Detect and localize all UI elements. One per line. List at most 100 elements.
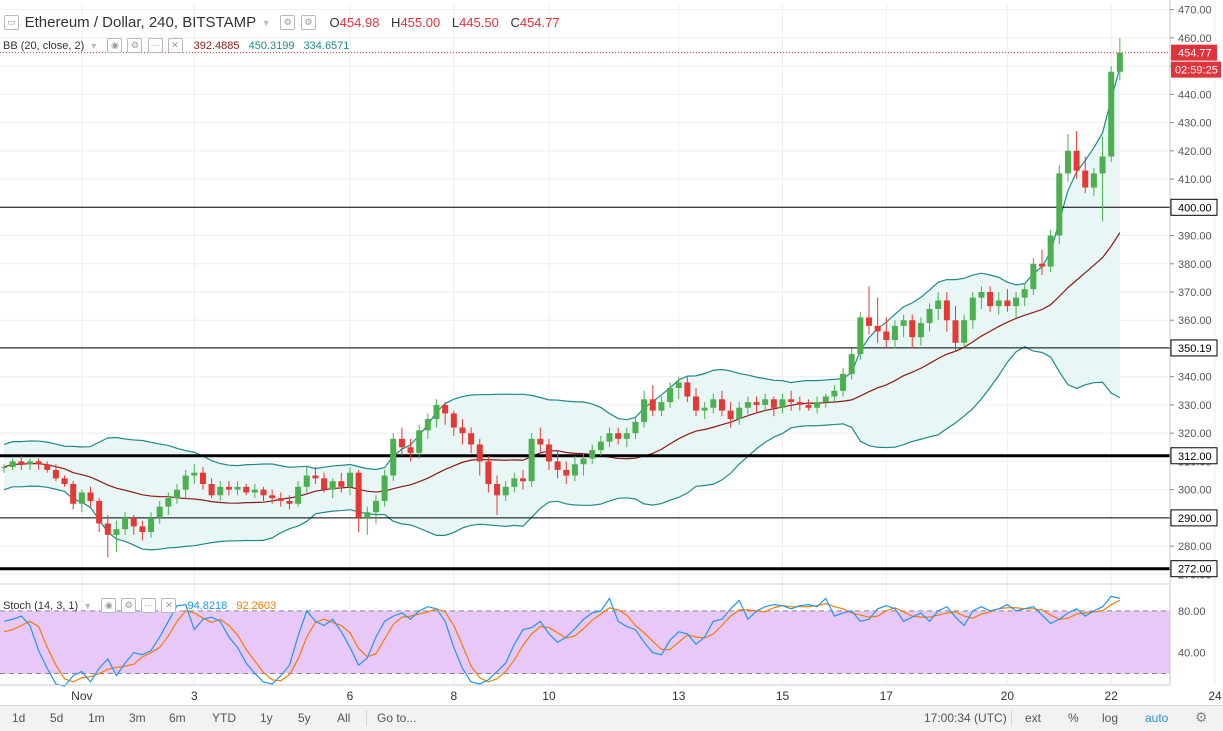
range-5d[interactable]: 5d — [50, 711, 64, 725]
chart-canvas[interactable]: Nov36810131517202224470.00460.00450.0044… — [0, 0, 1223, 705]
level-label-box — [1170, 339, 1218, 357]
candle-body — [1108, 71, 1115, 157]
candle-body — [909, 320, 916, 338]
candle-body — [70, 484, 77, 504]
price-axis-label: 410.00 — [1178, 174, 1212, 186]
candle-body — [1090, 173, 1097, 188]
auto-toggle[interactable]: auto — [1145, 711, 1169, 725]
eye-icon[interactable]: ◉ — [107, 38, 123, 53]
time-axis-label: 22 — [1105, 689, 1119, 703]
percent-toggle[interactable]: % — [1068, 711, 1079, 725]
chevron-down-icon[interactable]: ▼ — [261, 17, 271, 28]
chevron-down-icon[interactable]: ▼ — [83, 600, 93, 611]
range-3m[interactable]: 3m — [129, 711, 146, 725]
range-1y[interactable]: 1y — [260, 711, 273, 725]
candle-body — [35, 461, 42, 465]
candle-body — [191, 472, 198, 476]
low-value: 445.50 — [459, 15, 499, 31]
more-icon[interactable]: ⋯ — [147, 38, 163, 53]
candle-body — [917, 323, 924, 338]
log-toggle[interactable]: log — [1102, 711, 1119, 725]
candle-body — [1039, 263, 1045, 267]
candle-body — [571, 464, 578, 476]
candle-body — [857, 317, 864, 355]
candle-body — [987, 292, 994, 307]
candle-body — [1004, 300, 1011, 307]
eye-icon[interactable]: ◉ — [101, 598, 117, 613]
range-5y[interactable]: 5y — [298, 711, 311, 725]
chevron-down-icon[interactable]: ▼ — [89, 40, 99, 51]
candle-body — [312, 475, 319, 479]
candle-body — [122, 517, 129, 530]
ext-toggle[interactable]: ext — [1025, 711, 1042, 725]
candle-body — [589, 450, 596, 459]
utc-clock[interactable]: 17:00:34 (UTC) — [924, 711, 1007, 725]
close-icon[interactable]: ✕ — [161, 598, 177, 613]
price-axis-label: 320.00 — [1178, 428, 1212, 440]
candle-body — [606, 433, 613, 442]
candle-body — [286, 500, 293, 504]
candles — [1, 37, 1123, 558]
stoch-d-value: 92.2603 — [236, 599, 277, 612]
level-label: 400.00 — [1178, 202, 1212, 214]
price-axis-label: 280.00 — [1178, 541, 1212, 553]
candle-body — [485, 461, 492, 484]
candle-body — [424, 419, 431, 431]
candle-body — [269, 495, 276, 499]
gear-icon[interactable]: ⚙ — [1195, 709, 1208, 725]
candle-body — [303, 475, 310, 487]
candle-body — [52, 469, 59, 479]
stoch-label[interactable]: Stoch (14, 3, 1) — [3, 599, 79, 612]
candle-body — [684, 382, 691, 397]
range-all[interactable]: All — [337, 711, 351, 725]
candle-body — [1021, 289, 1028, 298]
candle-body — [364, 512, 371, 518]
candle-body — [788, 399, 795, 403]
candle-body — [1047, 235, 1054, 267]
open-value: 454.98 — [339, 15, 380, 31]
candle-body — [831, 390, 838, 397]
settings-icon[interactable]: ⚙ — [121, 598, 137, 613]
candle-body — [995, 300, 1002, 307]
candle-body — [1116, 52, 1123, 72]
symbol-legend: ▭ Ethereum / Dollar, 240, BITSTAMP ▼ ⚙ ⚙… — [0, 14, 560, 32]
candle-body — [18, 461, 25, 465]
candle-body — [701, 407, 708, 411]
candle-body — [295, 486, 302, 504]
candle-body — [96, 500, 103, 524]
range-1d[interactable]: 1d — [12, 711, 26, 725]
range-ytd[interactable]: YTD — [212, 711, 236, 725]
price-axis-label: 360.00 — [1178, 315, 1212, 327]
stoch-legend: Stoch (14, 3, 1) ▼ ◉ ⚙ ⋯ ✕ 94.8218 92.26… — [0, 598, 276, 613]
range-6m[interactable]: 6m — [169, 711, 186, 725]
bb-label[interactable]: BB (20, close, 2) — [3, 39, 85, 52]
settings-icon[interactable]: ⚙ — [280, 15, 296, 31]
bb-band-fill — [4, 67, 1120, 550]
range-1m[interactable]: 1m — [88, 711, 105, 725]
collapse-legend-icon[interactable]: ▭ — [4, 15, 19, 31]
candle-body — [476, 444, 483, 462]
candle-body — [874, 325, 881, 332]
candle-body — [580, 458, 587, 465]
more-icon[interactable]: ⋯ — [141, 598, 157, 613]
close-icon[interactable]: ✕ — [167, 38, 183, 53]
candle-body — [208, 484, 215, 496]
symbol-title[interactable]: Ethereum / Dollar, 240, BITSTAMP — [24, 14, 257, 32]
candle-body — [718, 399, 725, 411]
format-icon[interactable]: ⚙ — [300, 15, 316, 31]
candle-body — [347, 472, 353, 487]
candle-body — [87, 492, 94, 501]
toolbar-divider — [1011, 710, 1012, 726]
candle-body — [225, 486, 232, 490]
close-label: C — [510, 15, 520, 31]
settings-icon[interactable]: ⚙ — [127, 38, 143, 53]
price-axis-label: 460.00 — [1178, 33, 1212, 45]
candle-body — [891, 325, 898, 340]
goto-button[interactable]: Go to... — [377, 711, 417, 725]
low-label: L — [451, 15, 460, 31]
candle-body — [502, 486, 509, 496]
candle-body — [9, 461, 16, 468]
candle-body — [840, 373, 847, 391]
time-axis-label: Nov — [71, 689, 92, 703]
price-axis-label: 420.00 — [1178, 146, 1212, 158]
